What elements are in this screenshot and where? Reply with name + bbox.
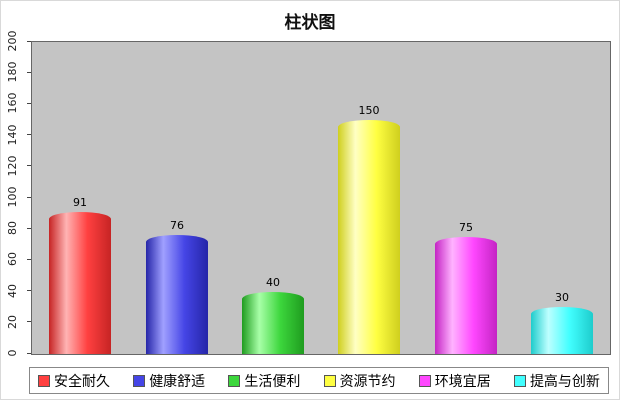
legend-label: 资源节约 [339,373,396,390]
legend-swatch-icon [38,374,50,387]
bar-0 [49,212,111,354]
legend-label: 健康舒适 [149,373,206,390]
legend-swatch-icon [228,374,241,387]
y-tick-mark [27,40,31,42]
y-tick-mark [27,134,31,136]
legend-swatch-icon [323,374,336,387]
legend-label: 安全耐久 [54,373,110,390]
y-tick-label: 200 [6,30,19,52]
chart-title: 柱状图 [284,13,336,33]
bar-4 [435,237,497,354]
legend-item-5: 提高与创新 [513,371,600,391]
y-tick-mark [27,290,31,292]
legend-item-2: 生活便利 [228,371,300,391]
bar-3 [338,120,400,354]
legend-label: 生活便利 [244,373,301,390]
y-tick-mark [27,102,31,104]
legend-item-0: 安全耐久 [38,371,110,391]
legend-item-1: 健康舒适 [133,371,205,391]
bar-value-label: 30 [555,291,569,304]
legend-swatch-icon [418,374,431,387]
y-tick-mark [27,165,31,167]
y-tick-mark [27,196,31,198]
y-tick-mark [27,227,31,229]
bar-2 [242,292,304,354]
bar-1 [146,235,208,354]
y-tick-mark [27,321,31,323]
legend: 安全耐久 健康舒适 生活便利 资源节约 环境宜居 提高与创新 [29,367,609,394]
bar-value-label: 150 [358,104,380,117]
bar-value-label: 91 [73,196,87,209]
legend-item-4: 环境宜居 [418,371,491,391]
plot-area: 91 76 40 150 75 30 [31,41,611,355]
y-tick-mark [27,258,31,260]
y-tick-mark [27,71,31,73]
bar-value-label: 76 [170,219,184,232]
legend-label: 提高与创新 [529,373,600,390]
legend-label: 环境宜居 [434,373,491,390]
legend-item-3: 资源节约 [323,371,396,391]
legend-swatch-icon [133,374,146,387]
bar-5 [531,307,593,354]
bar-value-label: 75 [459,221,473,234]
bar-value-label: 40 [266,276,280,289]
y-tick-mark [27,352,31,354]
legend-swatch-icon [513,374,526,387]
